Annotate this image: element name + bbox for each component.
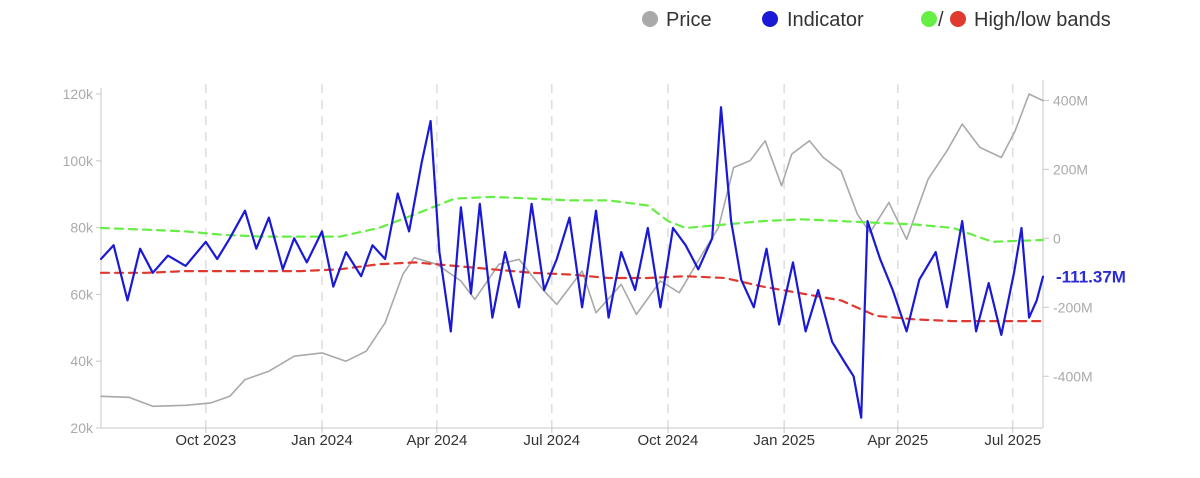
low-band-line (99, 261, 1045, 323)
indicator-dot-icon (762, 11, 778, 27)
low-band-dot-icon (950, 11, 966, 27)
y-right-tick-label-1: 200M (1053, 161, 1088, 177)
y-right-tick-label-3: -200M (1053, 299, 1093, 315)
x-tick-label-0: Oct 2023 (175, 432, 236, 449)
legend-bands-label: High/low bands (974, 9, 1111, 31)
y-left-tick-label-1: 100k (63, 153, 94, 169)
high-band-dot-icon (921, 11, 937, 27)
y-left-tick-label-3: 60k (70, 286, 94, 302)
x-tick-label-2: Apr 2024 (406, 432, 467, 449)
indicator-line (99, 106, 1045, 419)
legend-item-indicator[interactable]: Indicator (762, 9, 864, 31)
legend: Price Indicator / High/low bands (642, 9, 1111, 31)
x-tick-label-7: Jul 2025 (984, 432, 1041, 449)
legend-indicator-label: Indicator (787, 9, 864, 31)
y-right-tick-label-2: 0 (1053, 230, 1061, 246)
legend-price-label: Price (666, 9, 712, 31)
axes (100, 80, 1044, 429)
x-tick-label-6: Apr 2025 (867, 432, 928, 449)
y-left-tick-label-2: 80k (70, 220, 94, 236)
x-tick-label-1: Jan 2024 (291, 432, 353, 449)
y-left-tick-label-5: 20k (70, 420, 94, 436)
legend-item-price[interactable]: Price (642, 9, 712, 31)
y-left-tick-label-0: 120k (63, 86, 94, 102)
y-right-tick-label-0: 400M (1053, 92, 1088, 108)
price-line (100, 93, 1044, 408)
x-tick-label-3: Jul 2024 (523, 432, 580, 449)
series (99, 93, 1045, 419)
legend-item-bands[interactable]: / High/low bands (921, 9, 1111, 31)
legend-bands-separator: / (938, 9, 944, 31)
high-band-line (99, 195, 1045, 243)
x-tick-label-4: Oct 2024 (638, 432, 699, 449)
y-left-tick-label-4: 40k (70, 353, 94, 369)
indicator-last-value-label: -111.37M (1056, 268, 1126, 287)
x-tick-label-5: Jan 2025 (753, 432, 815, 449)
y-right-tick-label-4: -400M (1053, 368, 1093, 384)
tick-labels: Oct 2023 Jan 2024 Apr 2024 Jul 2024 Oct 2024… (63, 86, 1093, 449)
price-dot-icon (642, 11, 658, 27)
vertical-gridlines (96, 84, 1049, 433)
